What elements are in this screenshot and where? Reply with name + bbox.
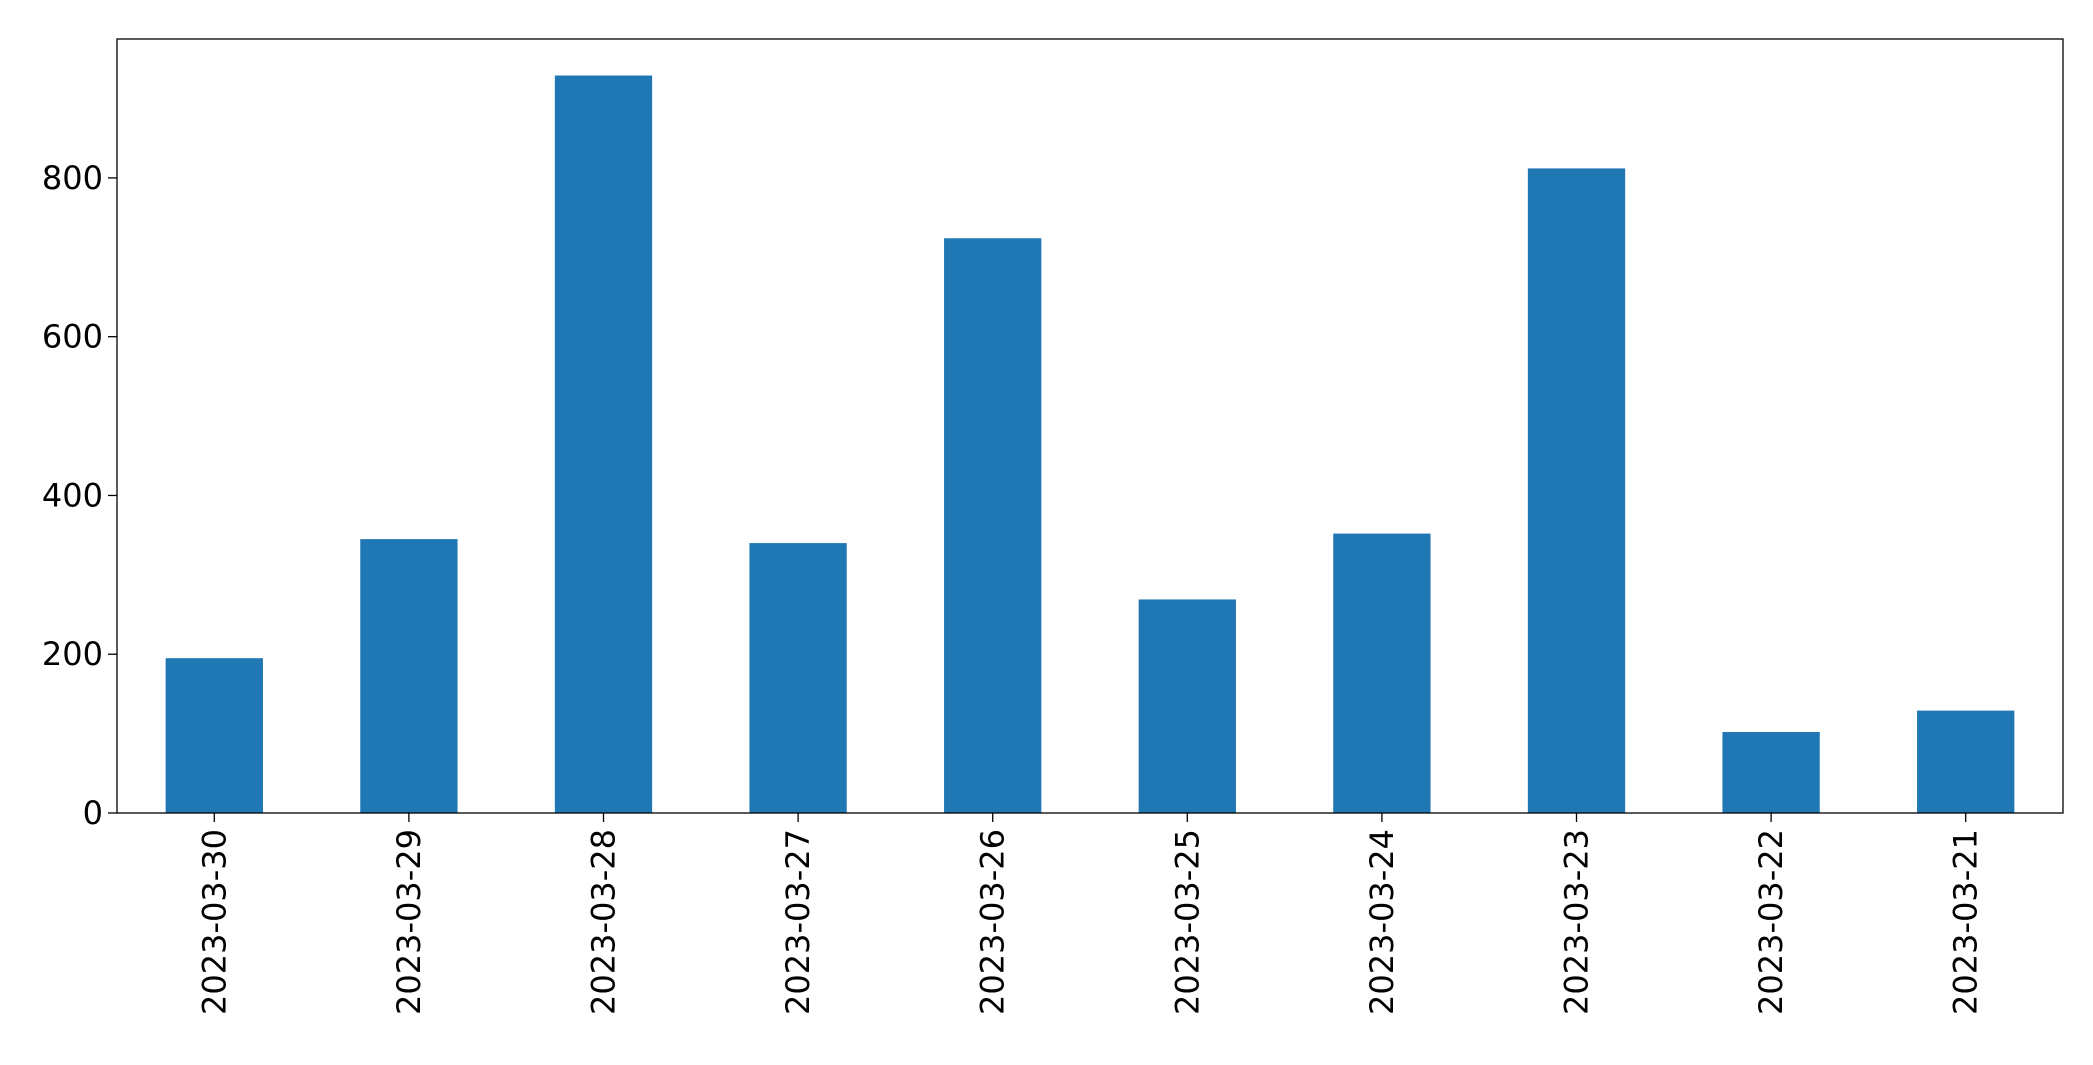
x-tick-label: 2023-03-21	[1947, 829, 1985, 1015]
plot-frame	[116, 38, 2064, 814]
bar	[360, 539, 458, 813]
bar	[1722, 732, 1820, 813]
x-tick-label: 2023-03-27	[779, 829, 817, 1015]
bar	[1917, 710, 2015, 813]
x-tick-label: 2023-03-23	[1558, 829, 1596, 1015]
x-tick-label: 2023-03-28	[585, 829, 623, 1015]
bar	[944, 238, 1042, 814]
bar	[165, 658, 263, 813]
x-tick-label: 2023-03-30	[195, 829, 233, 1015]
y-tick-label: 600	[42, 318, 103, 356]
x-tick-label: 2023-03-25	[1168, 829, 1206, 1015]
x-tick-label: 2023-03-26	[974, 829, 1012, 1015]
bar	[1138, 599, 1236, 813]
x-tick-label: 2023-03-29	[390, 829, 428, 1015]
y-tick-label: 200	[42, 635, 103, 673]
bar	[554, 75, 653, 814]
x-tick-label: 2023-03-22	[1752, 829, 1790, 1015]
bar	[1333, 533, 1431, 813]
bar	[1527, 168, 1626, 814]
y-tick-label: 0	[83, 794, 103, 832]
y-tick-label: 800	[42, 159, 103, 197]
bar	[749, 543, 847, 813]
y-tick-label: 400	[42, 476, 103, 514]
x-tick-label: 2023-03-24	[1363, 829, 1401, 1015]
